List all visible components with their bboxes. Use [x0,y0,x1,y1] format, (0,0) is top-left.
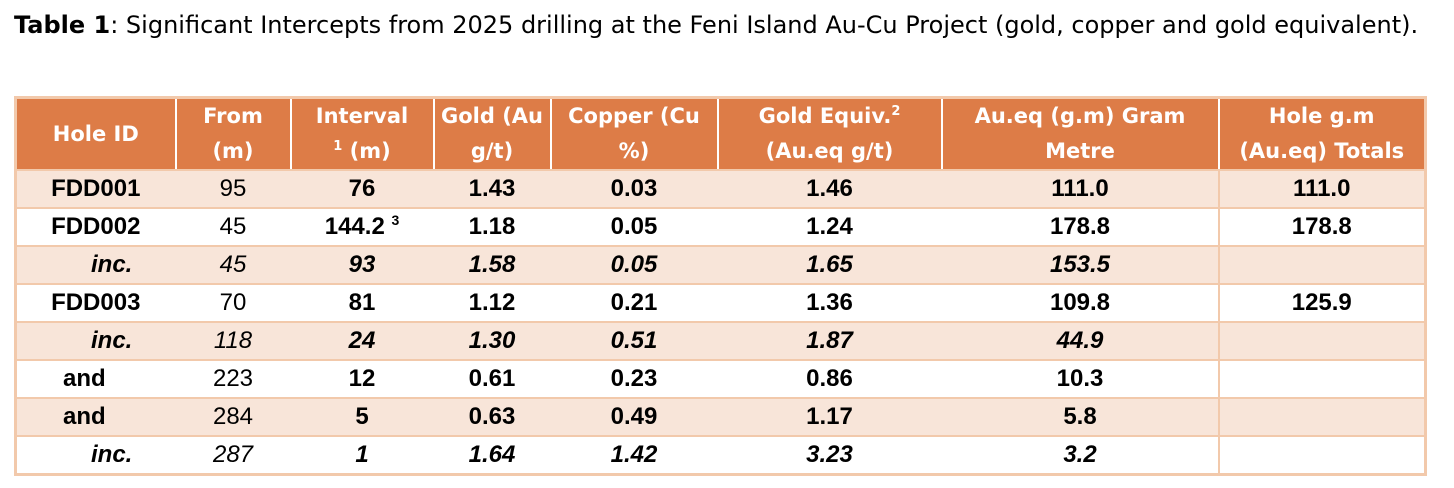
header-gold-equiv-text: Gold Equiv. [758,104,892,128]
au-eq-cell: 1.87 [717,322,943,361]
from-cell: 45 [175,208,292,247]
copper-cell: 0.49 [550,398,719,437]
from-cell: 287 [175,436,292,476]
from-cell: 95 [175,170,292,209]
gram-metre-cell: 109.8 [941,284,1220,323]
au-eq-cell: 1.46 [717,170,943,209]
header-row: Hole ID From (m) Interval 1 (m) Gold (Au … [15,97,1426,171]
au-eq-cell: 1.24 [717,208,943,247]
table-caption-label: Table 1 [14,11,111,39]
au-eq-cell: 1.36 [717,284,943,323]
interval-cell: 81 [290,284,435,323]
total-cell [1218,398,1427,437]
table-caption-text: : Significant Intercepts from 2025 drill… [110,11,1419,39]
copper-cell: 0.03 [550,170,719,209]
from-cell: 284 [175,398,292,437]
interval-cell: 1 [290,436,435,476]
total-cell: 178.8 [1218,208,1427,247]
from-cell: 118 [175,322,292,361]
total-cell [1218,246,1427,285]
gold-cell: 0.61 [433,360,552,399]
gram-metre-cell: 153.5 [941,246,1220,285]
table-row: inc. 287 1 1.64 1.42 3.23 3.2 [15,436,1427,476]
au-eq-cell: 1.17 [717,398,943,437]
from-cell: 45 [175,246,292,285]
header-interval: Interval 1 (m) [290,97,435,171]
interval-cell: 24 [290,322,435,361]
hole-id-cell: inc. [15,436,177,476]
header-hole-id: Hole ID [15,97,177,171]
gold-cell: 1.64 [433,436,552,476]
interval-cell: 12 [290,360,435,399]
interval-cell: 144.2 3 [290,208,435,247]
copper-cell: 0.23 [550,360,719,399]
header-interval-footnote: 1 [333,139,343,154]
hole-id-cell: FDD001 [15,170,177,209]
gold-cell: 1.12 [433,284,552,323]
intercepts-table: Hole ID From (m) Interval 1 (m) Gold (Au … [14,96,1427,476]
interval-cell: 93 [290,246,435,285]
hole-id-cell: and [15,398,177,437]
table-row: and 223 12 0.61 0.23 0.86 10.3 [15,360,1427,399]
total-cell [1218,360,1427,399]
total-cell [1218,436,1427,476]
interval-footnote: 3 [391,212,400,228]
gold-cell: 1.58 [433,246,552,285]
header-gold-equiv-footnote: 2 [891,104,901,119]
copper-cell: 0.51 [550,322,719,361]
header-gram-metre: Au.eq (g.m) Gram Metre [941,97,1220,171]
total-cell [1218,322,1427,361]
header-gold-equiv-unit: (Au.eq g/t) [765,139,894,163]
header-gold-equiv: Gold Equiv.2 (Au.eq g/t) [717,97,943,171]
hole-id-cell: FDD002 [15,208,177,247]
au-eq-cell: 1.65 [717,246,943,285]
interval-value: 144.2 [324,213,385,240]
header-interval-unit: (m) [349,139,391,163]
gram-metre-cell: 10.3 [941,360,1220,399]
gram-metre-cell: 178.8 [941,208,1220,247]
total-cell: 111.0 [1218,170,1427,209]
interval-cell: 76 [290,170,435,209]
gold-cell: 0.63 [433,398,552,437]
interval-cell: 5 [290,398,435,437]
gram-metre-cell: 3.2 [941,436,1220,476]
table-row: inc. 118 24 1.30 0.51 1.87 44.9 [15,322,1427,361]
from-cell: 70 [175,284,292,323]
hole-id-cell: inc. [15,246,177,285]
table-row: FDD002 45 144.2 3 1.18 0.05 1.24 178.8 1… [15,208,1427,247]
table-row: FDD003 70 81 1.12 0.21 1.36 109.8 125.9 [15,284,1427,323]
au-eq-cell: 0.86 [717,360,943,399]
au-eq-cell: 3.23 [717,436,943,476]
copper-cell: 0.21 [550,284,719,323]
table-row: inc. 45 93 1.58 0.05 1.65 153.5 [15,246,1427,285]
header-copper: Copper (Cu %) [550,97,719,171]
gold-cell: 1.30 [433,322,552,361]
copper-cell: 1.42 [550,436,719,476]
gram-metre-cell: 44.9 [941,322,1220,361]
gold-cell: 1.18 [433,208,552,247]
table-caption: Table 1: Significant Intercepts from 202… [14,8,1422,42]
header-from: From (m) [175,97,292,171]
from-cell: 223 [175,360,292,399]
header-interval-text: Interval [315,104,409,128]
gram-metre-cell: 5.8 [941,398,1220,437]
gold-cell: 1.43 [433,170,552,209]
header-gold: Gold (Au g/t) [433,97,552,171]
copper-cell: 0.05 [550,208,719,247]
table-row: FDD001 95 76 1.43 0.03 1.46 111.0 111.0 [15,170,1427,209]
hole-id-cell: and [15,360,177,399]
header-totals: Hole g.m (Au.eq) Totals [1218,97,1426,171]
gram-metre-cell: 111.0 [941,170,1220,209]
hole-id-cell: FDD003 [15,284,177,323]
table-row: and 284 5 0.63 0.49 1.17 5.8 [15,398,1427,437]
copper-cell: 0.05 [550,246,719,285]
hole-id-cell: inc. [15,322,177,361]
total-cell: 125.9 [1218,284,1427,323]
